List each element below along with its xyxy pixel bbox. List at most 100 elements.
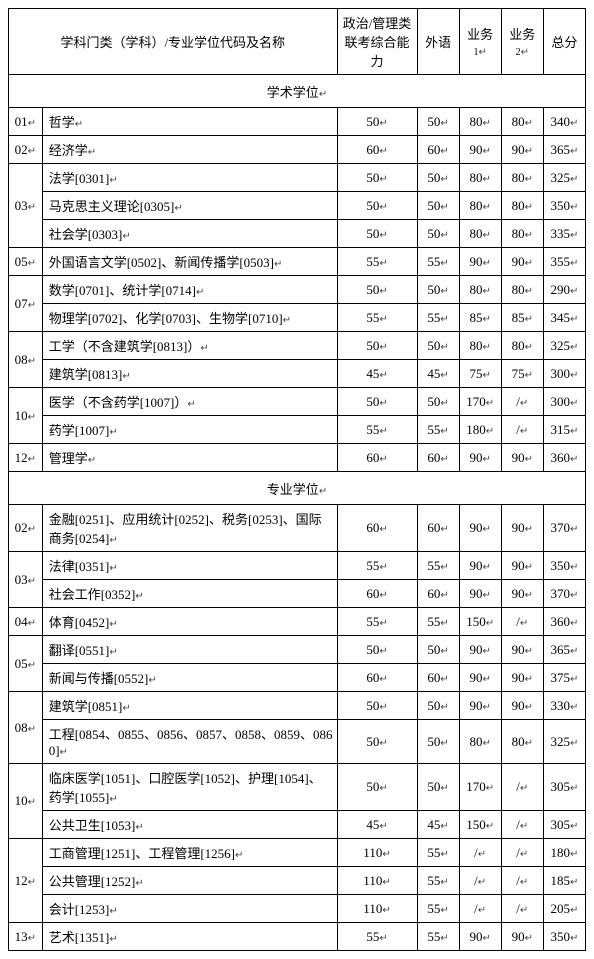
name-cell: 药学[1007]↵ [42,416,337,444]
score-cell: 180↵ [459,416,501,444]
header-biz1: 业务1↵ [459,9,501,75]
score-cell: 80↵ [459,108,501,136]
table-row: 10↵临床医学[1051]、口腔医学[1052]、护理[1054]、药学[105… [9,764,586,811]
score-cell: 60↵ [417,505,459,552]
score-cell: 315↵ [543,416,585,444]
score-cell: 50↵ [337,332,417,360]
score-cell: 45↵ [337,360,417,388]
table-row: 公共卫生[1053]↵45↵45↵150↵/↵305↵ [9,811,586,839]
score-cell: 90↵ [501,552,543,580]
score-cell: 60↵ [417,444,459,472]
score-cell: 80↵ [501,220,543,248]
score-cell: /↵ [459,895,501,923]
table-row: 05↵翻译[0551]↵50↵50↵90↵90↵365↵ [9,636,586,664]
header-row: 学科门类（学科）/专业学位代码及名称政治/管理类联考综合能力外语业务1↵业务2↵… [9,9,586,75]
name-cell: 建筑学[0851]↵ [42,692,337,720]
name-cell: 公共卫生[1053]↵ [42,811,337,839]
score-cell: 355↵ [543,248,585,276]
score-cell: /↵ [501,388,543,416]
table-row: 新闻与传播[0552]↵60↵60↵90↵90↵375↵ [9,664,586,692]
score-cell: 330↵ [543,692,585,720]
code-cell: 08↵ [9,332,43,388]
score-cell: 50↵ [337,164,417,192]
score-cell: 300↵ [543,388,585,416]
table-row: 08↵建筑学[0851]↵50↵50↵90↵90↵330↵ [9,692,586,720]
code-cell: 05↵ [9,248,43,276]
name-cell: 医学（不含药学[1007]）↵ [42,388,337,416]
header-name: 学科门类（学科）/专业学位代码及名称 [9,9,338,75]
score-cell: 80↵ [459,720,501,764]
score-cell: 55↵ [337,304,417,332]
score-cell: 90↵ [459,444,501,472]
score-cell: 345↵ [543,304,585,332]
name-cell: 物理学[0702]、化学[0703]、生物学[0710]↵ [42,304,337,332]
score-cell: 60↵ [417,580,459,608]
score-cell: 45↵ [417,360,459,388]
score-cell: 90↵ [501,248,543,276]
score-cell: 365↵ [543,136,585,164]
score-cell: 90↵ [501,923,543,951]
score-cell: 180↵ [543,839,585,867]
score-cell: 305↵ [543,764,585,811]
score-cell: 60↵ [337,444,417,472]
score-cell: 170↵ [459,764,501,811]
score-cell: 300↵ [543,360,585,388]
code-cell: 12↵ [9,444,43,472]
score-cell: 90↵ [459,580,501,608]
score-table: 学科门类（学科）/专业学位代码及名称政治/管理类联考综合能力外语业务1↵业务2↵… [8,8,586,951]
score-cell: 170↵ [459,388,501,416]
table-row: 01↵哲学↵50↵50↵80↵80↵340↵ [9,108,586,136]
score-cell: 50↵ [337,220,417,248]
score-cell: 350↵ [543,923,585,951]
name-cell: 临床医学[1051]、口腔医学[1052]、护理[1054]、药学[1055]↵ [42,764,337,811]
score-cell: 370↵ [543,580,585,608]
score-cell: 325↵ [543,720,585,764]
table-row: 社会学[0303]↵50↵50↵80↵80↵335↵ [9,220,586,248]
score-cell: 50↵ [417,220,459,248]
score-cell: 50↵ [417,764,459,811]
score-cell: 50↵ [417,192,459,220]
score-cell: 55↵ [417,304,459,332]
score-cell: 50↵ [337,692,417,720]
name-cell: 数学[0701]、统计学[0714]↵ [42,276,337,304]
score-cell: /↵ [459,839,501,867]
code-cell: 03↵ [9,552,43,608]
score-cell: 90↵ [501,636,543,664]
name-cell: 社会工作[0352]↵ [42,580,337,608]
score-cell: 50↵ [337,276,417,304]
score-cell: 290↵ [543,276,585,304]
score-cell: 75↵ [501,360,543,388]
table-row: 07↵数学[0701]、统计学[0714]↵50↵50↵80↵80↵290↵ [9,276,586,304]
score-cell: /↵ [501,867,543,895]
score-cell: 50↵ [417,692,459,720]
table-row: 公共管理[1252]↵110↵55↵/↵/↵185↵ [9,867,586,895]
score-cell: 50↵ [417,636,459,664]
score-cell: 55↵ [337,923,417,951]
score-cell: 50↵ [337,720,417,764]
score-cell: 50↵ [417,388,459,416]
table-row: 08↵工学（不含建筑学[0813]）↵50↵50↵80↵80↵325↵ [9,332,586,360]
score-cell: /↵ [501,895,543,923]
score-cell: 55↵ [417,839,459,867]
score-cell: 55↵ [417,416,459,444]
score-cell: 90↵ [459,248,501,276]
score-cell: 80↵ [459,164,501,192]
score-cell: 55↵ [417,895,459,923]
table-row: 物理学[0702]、化学[0703]、生物学[0710]↵55↵55↵85↵85… [9,304,586,332]
code-cell: 01↵ [9,108,43,136]
score-cell: 90↵ [459,505,501,552]
code-cell: 08↵ [9,692,43,764]
table-row: 马克思主义理论[0305]↵50↵50↵80↵80↵350↵ [9,192,586,220]
score-cell: 80↵ [501,332,543,360]
score-cell: 350↵ [543,192,585,220]
name-cell: 公共管理[1252]↵ [42,867,337,895]
name-cell: 哲学↵ [42,108,337,136]
score-cell: 55↵ [417,608,459,636]
score-cell: 50↵ [337,108,417,136]
score-cell: 365↵ [543,636,585,664]
score-cell: 50↵ [337,388,417,416]
score-cell: 50↵ [417,108,459,136]
table-row: 04↵体育[0452]↵55↵55↵150↵/↵360↵ [9,608,586,636]
score-cell: 90↵ [459,664,501,692]
score-cell: 110↵ [337,895,417,923]
